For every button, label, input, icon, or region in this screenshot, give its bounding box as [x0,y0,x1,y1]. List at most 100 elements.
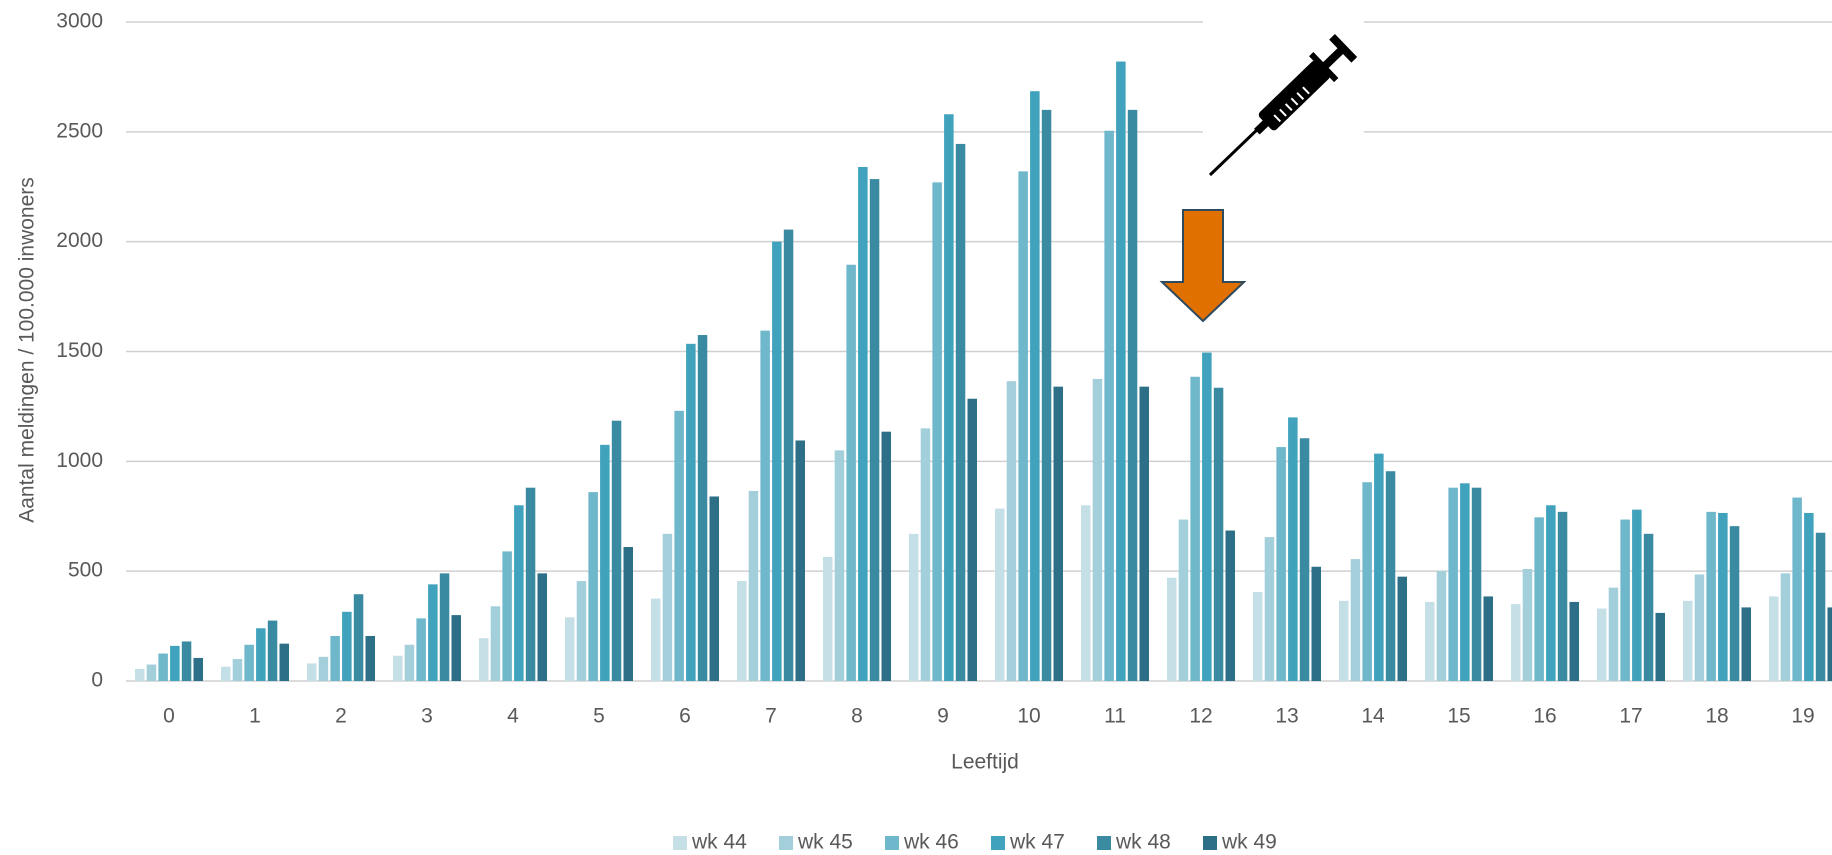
x-tick-label: 1 [249,705,261,728]
bar [674,410,684,681]
bar [393,655,403,681]
bar [1780,573,1791,681]
bar [1511,604,1521,681]
bar [1694,574,1705,681]
bar [576,581,587,681]
y-tick-label: 1000 [56,449,103,472]
x-tick-label: 7 [765,705,777,728]
bar [428,584,438,681]
legend-label: wk 45 [797,831,853,854]
bar [502,551,512,681]
bar [869,179,880,682]
bar [514,505,524,681]
bar [1655,612,1665,681]
x-tick-label: 18 [1705,705,1728,728]
bar [279,643,289,681]
legend-swatch [1203,836,1217,850]
bar [451,615,461,681]
bar [1792,497,1802,681]
bar [1178,519,1189,681]
y-tick-label: 1500 [56,339,103,362]
bar [1127,109,1138,681]
bar [1397,576,1407,681]
bar [823,556,833,681]
bar [1460,483,1470,681]
x-tick-label: 12 [1189,705,1212,728]
x-axis-label: Leeftijd [951,751,1019,774]
bar [1448,487,1458,681]
bar [920,428,931,681]
bar [365,635,375,681]
bar [1081,505,1091,681]
bar [1827,607,1832,681]
bar [267,620,278,681]
bar [1213,387,1224,681]
bar [170,645,180,681]
legend-swatch [885,836,899,850]
bar [709,496,719,681]
x-tick-label: 6 [679,705,691,728]
bar [1053,386,1063,681]
bar [232,659,243,681]
bar [318,656,329,681]
bar [1030,91,1040,681]
bar [1190,376,1200,681]
bar [1362,482,1372,681]
syringe-icon [1203,20,1364,177]
bar [1018,171,1028,681]
bar [662,533,673,681]
bar [783,229,794,681]
bar [135,668,145,681]
bar [737,581,747,681]
bar [1683,600,1693,681]
bar [146,664,157,681]
bar [623,547,633,681]
legend-label: wk 48 [1115,831,1171,854]
x-tick-label: 9 [937,705,949,728]
x-tick-label: 17 [1619,705,1642,728]
bar [1804,512,1814,681]
bar [416,618,426,681]
bar [1557,511,1568,681]
y-tick-label: 3000 [56,10,103,33]
legend-swatch [673,836,687,850]
bar [158,653,168,681]
x-tick-label: 10 [1017,705,1040,728]
x-tick-label: 3 [421,705,433,728]
bar [858,166,868,682]
bar [1608,587,1619,681]
bar [881,431,891,681]
bar [1092,378,1103,681]
bar [353,594,364,681]
legend-label: wk 47 [1009,831,1065,854]
bar [1815,532,1826,681]
bar [256,628,266,681]
bar [1006,381,1017,681]
legend-swatch [779,836,793,850]
bar [834,450,845,681]
bar [1483,596,1493,681]
bar [1350,559,1361,681]
x-tick-label: 19 [1791,705,1814,728]
y-tick-label: 0 [91,669,103,692]
bar [307,663,317,681]
bar [404,644,415,681]
bar [1202,352,1212,681]
bar [932,182,942,681]
bar [1597,608,1607,681]
bar [760,330,770,681]
bar [330,635,340,681]
bar [1425,601,1435,681]
bar [342,611,352,681]
x-tick-label: 2 [335,705,347,728]
bar [537,573,547,681]
bar [1643,533,1654,681]
bar [772,241,782,681]
bar [1288,417,1298,681]
bar [697,335,708,681]
bar [1706,511,1716,681]
y-axis-label: Aantal meldingen / 100.000 inwoners [16,177,39,523]
legend-label: wk 46 [903,831,959,854]
legend-label: wk 44 [691,831,747,854]
y-tick-label: 500 [68,559,103,582]
